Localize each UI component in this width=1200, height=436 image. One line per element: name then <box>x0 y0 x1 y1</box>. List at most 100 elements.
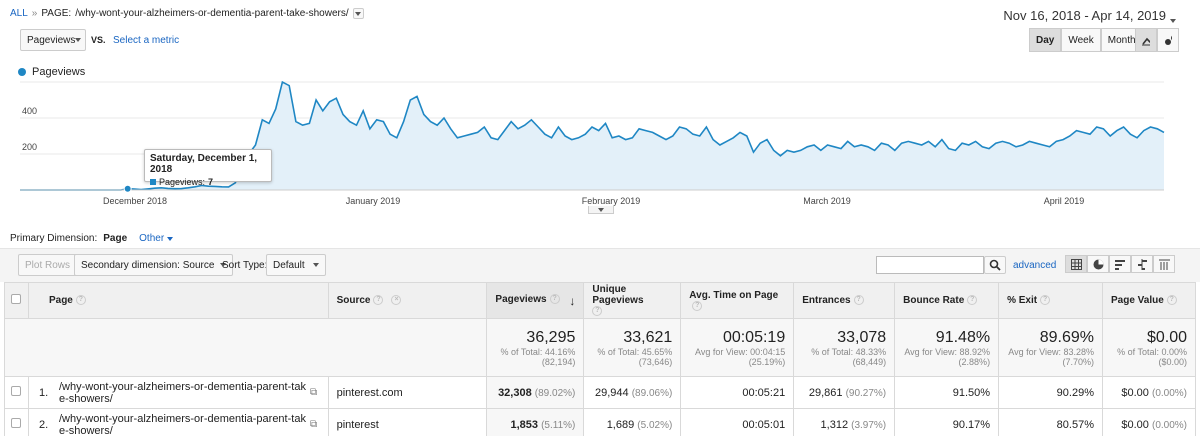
plot-rows-button[interactable]: Plot Rows <box>18 254 78 276</box>
total-pageviews: 36,295% of Total: 44.16% (82,194) <box>486 318 585 377</box>
vs-label: VS. <box>91 35 106 45</box>
granularity-toggle: Day Week Month <box>1029 28 1143 52</box>
help-icon[interactable]: ? <box>692 300 703 311</box>
help-icon[interactable]: ? <box>592 306 603 317</box>
help-icon[interactable]: ? <box>75 295 86 306</box>
metric-select-dropdown[interactable]: Pageviews <box>20 29 86 51</box>
help-icon[interactable]: ? <box>1166 295 1177 306</box>
table-search-input[interactable] <box>876 256 984 274</box>
primary-dimension-label: Primary Dimension: <box>10 233 98 244</box>
help-icon[interactable]: ? <box>967 295 978 306</box>
help-icon[interactable]: ? <box>853 295 864 306</box>
breadcrumb-all-link[interactable]: ALL <box>10 8 28 19</box>
x-tick-label: January 2019 <box>346 196 401 206</box>
chart-tooltip: Saturday, December 1, 2018 Pageviews: 7 <box>144 149 272 187</box>
help-icon[interactable]: ? <box>373 295 384 306</box>
row-checkbox[interactable] <box>11 418 22 428</box>
header-page[interactable]: Page? <box>27 282 329 319</box>
header-source[interactable]: Source? × <box>327 282 488 319</box>
chevron-down-icon <box>220 263 227 267</box>
sort-descending-icon: ↓ <box>569 293 576 308</box>
header-bounce-rate[interactable]: Bounce Rate? <box>894 282 1000 319</box>
comparison-view-button[interactable] <box>1131 255 1153 273</box>
totals-row: 36,295% of Total: 44.16% (82,194) 33,621%… <box>3 318 1197 377</box>
week-button[interactable]: Week <box>1061 28 1101 52</box>
line-chart-button[interactable] <box>1135 28 1157 52</box>
row-entrances: 29,861 (90.27%) <box>793 376 896 409</box>
dimension-page[interactable]: Page <box>103 233 128 244</box>
header-avg-time[interactable]: Avg. Time on Page? <box>680 282 795 319</box>
chart-type-toggle <box>1135 28 1179 52</box>
row-source[interactable]: pinterest <box>327 408 488 436</box>
x-tick-label: February 2019 <box>582 196 641 206</box>
y-tick-label: 200 <box>22 142 37 152</box>
pie-chart-icon <box>1093 259 1103 269</box>
search-button[interactable] <box>984 256 1006 274</box>
tooltip-value: 7 <box>208 177 214 187</box>
total-entrances: 33,078% of Total: 48.33% (68,449) <box>793 318 896 377</box>
tooltip-date: Saturday, December 1, 2018 <box>150 153 258 175</box>
row-bounce-rate: 91.50% <box>894 376 1000 409</box>
pageviews-area <box>20 82 1164 190</box>
row-page-cell: 1. /why-wont-your-alzheimers-or-dementia… <box>27 376 329 409</box>
table-view-toggle <box>1065 255 1175 273</box>
pie-view-button[interactable] <box>1087 255 1109 273</box>
data-table: Page? Source? × Pageviews? ↓ Unique Pagevi… <box>3 282 1197 436</box>
performance-view-button[interactable] <box>1109 255 1131 273</box>
breadcrumb-page-path: /why-wont-your-alzheimers-or-dementia-pa… <box>75 8 349 19</box>
row-number: 1. <box>38 386 49 399</box>
select-all-checkbox[interactable] <box>11 294 22 304</box>
total-avg-time: 00:05:19 Avg for View: 00:04:15 (25.19%) <box>680 318 795 377</box>
row-source[interactable]: pinterest.com <box>327 376 488 409</box>
row-avg-time: 00:05:21 <box>680 376 795 409</box>
chevron-down-icon <box>312 263 319 267</box>
header-entrances[interactable]: Entrances? <box>793 282 896 319</box>
secondary-dimension-dropdown[interactable]: Secondary dimension: Source <box>74 254 234 276</box>
table-row[interactable]: 1. /why-wont-your-alzheimers-or-dementia… <box>4 376 1197 409</box>
x-tick-label: April 2019 <box>1044 196 1085 206</box>
row-page-link[interactable]: /why-wont-your-alzheimers-or-dementia-pa… <box>58 380 306 405</box>
select-metric-link[interactable]: Select a metric <box>113 35 180 46</box>
breadcrumb-dropdown-button[interactable] <box>352 8 364 19</box>
pageviews-line <box>20 80 1165 191</box>
header-pageviews[interactable]: Pageviews? ↓ <box>486 282 585 319</box>
legend-label: Pageviews <box>32 66 86 78</box>
help-icon[interactable]: ? <box>549 293 560 304</box>
chevron-down-icon <box>75 38 82 42</box>
row-checkbox-cell <box>4 376 29 409</box>
day-button[interactable]: Day <box>1029 28 1062 52</box>
external-link-icon[interactable]: ⧉ <box>309 387 318 398</box>
row-checkbox-cell <box>4 408 29 436</box>
term-cloud-view-button[interactable] <box>1153 255 1175 273</box>
row-exit: 80.57% <box>998 408 1103 436</box>
table-row[interactable]: 2. /why-wont-your-alzheimers-or-dementia… <box>4 408 1197 436</box>
header-exit[interactable]: % Exit? <box>998 282 1103 319</box>
advanced-filter-link[interactable]: advanced <box>1013 260 1057 271</box>
grid-icon <box>1070 258 1082 270</box>
chart-collapse-handle[interactable] <box>588 206 614 214</box>
row-pageviews: 32,308 (89.02%) <box>486 376 585 409</box>
motion-chart-button[interactable] <box>1157 28 1179 52</box>
totals-label-cell <box>3 318 488 377</box>
select-all-cell <box>4 282 29 319</box>
dimension-other-link[interactable]: Other <box>139 233 173 244</box>
header-unique-pageviews[interactable]: Unique Pageviews? <box>583 282 682 319</box>
external-link-icon[interactable]: ⧉ <box>309 419 318 430</box>
secondary-dimension-value: Secondary dimension: Source <box>81 259 215 271</box>
line-chart-icon <box>1142 37 1150 46</box>
pivot-icon <box>1158 259 1170 270</box>
total-unique-pageviews: 33,621% of Total: 45.65% (73,646) <box>583 318 682 377</box>
date-range-chevron-icon[interactable] <box>1170 14 1176 26</box>
sort-type-dropdown[interactable]: Default <box>266 254 326 276</box>
remove-dimension-icon[interactable]: × <box>391 295 402 306</box>
metric-select-value: Pageviews <box>27 34 76 46</box>
data-table-view-button[interactable] <box>1065 255 1087 273</box>
row-checkbox[interactable] <box>11 386 22 396</box>
y-tick-label: 400 <box>22 106 37 116</box>
row-page-link[interactable]: /why-wont-your-alzheimers-or-dementia-pa… <box>58 412 306 436</box>
x-tick-label: December 2018 <box>103 196 167 206</box>
help-icon[interactable]: ? <box>1040 295 1051 306</box>
date-range-selector[interactable]: Nov 16, 2018 - Apr 14, 2019 <box>1003 8 1166 23</box>
row-number: 2. <box>38 418 49 431</box>
header-page-value[interactable]: Page Value? <box>1101 282 1197 319</box>
